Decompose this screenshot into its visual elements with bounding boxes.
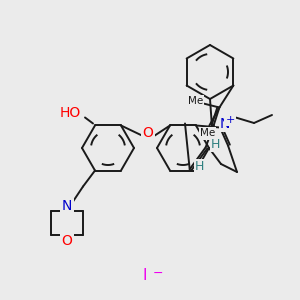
- Text: H: H: [195, 160, 204, 173]
- Text: N: N: [220, 117, 230, 131]
- Text: I: I: [143, 268, 147, 283]
- Text: O: O: [61, 233, 72, 248]
- Text: Me: Me: [188, 97, 203, 106]
- Text: +: +: [225, 115, 235, 125]
- Text: −: −: [153, 266, 164, 280]
- Text: O: O: [142, 126, 153, 140]
- Text: H: H: [211, 138, 220, 151]
- Text: HO: HO: [60, 106, 81, 121]
- Text: Me: Me: [200, 128, 215, 139]
- Text: N: N: [62, 199, 72, 212]
